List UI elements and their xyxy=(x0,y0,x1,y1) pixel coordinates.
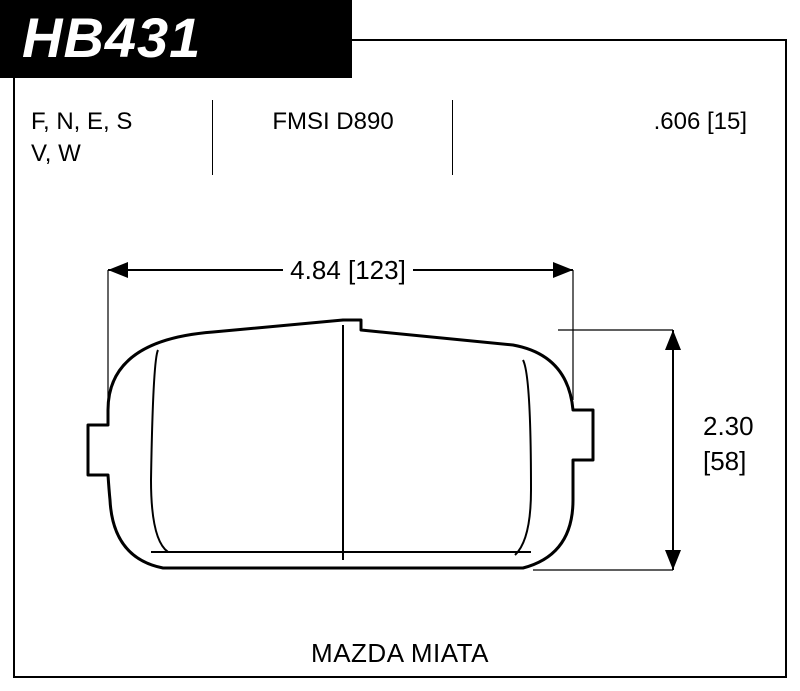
height-value-line2: [58] xyxy=(703,446,746,476)
height-value-line1: 2.30 xyxy=(703,411,754,441)
product-label: MAZDA MIATA xyxy=(0,638,800,669)
width-value: 4.84 [123] xyxy=(290,255,406,285)
product-name: MAZDA MIATA xyxy=(311,638,489,668)
thickness-value: .606 [15] xyxy=(471,106,747,138)
compounds-line2: V, W xyxy=(31,138,195,170)
thickness-cell: .606 [15] xyxy=(453,100,787,190)
fmsi-cell: FMSI D890 xyxy=(213,100,453,190)
compounds-line1: F, N, E, S xyxy=(31,106,195,138)
part-number-header: HB431 xyxy=(0,0,352,78)
brake-pad-shape xyxy=(88,320,593,568)
brake-pad-diagram: 4.84 [123] 2.30 [58] xyxy=(13,200,787,620)
diagram-area: 4.84 [123] 2.30 [58] xyxy=(13,200,787,631)
part-number: HB431 xyxy=(22,6,201,69)
width-dimension: 4.84 [123] xyxy=(108,253,573,400)
fmsi-value: FMSI D890 xyxy=(231,106,435,138)
spec-row: F, N, E, S V, W FMSI D890 .606 [15] xyxy=(13,100,787,190)
compounds-cell: F, N, E, S V, W xyxy=(13,100,213,190)
